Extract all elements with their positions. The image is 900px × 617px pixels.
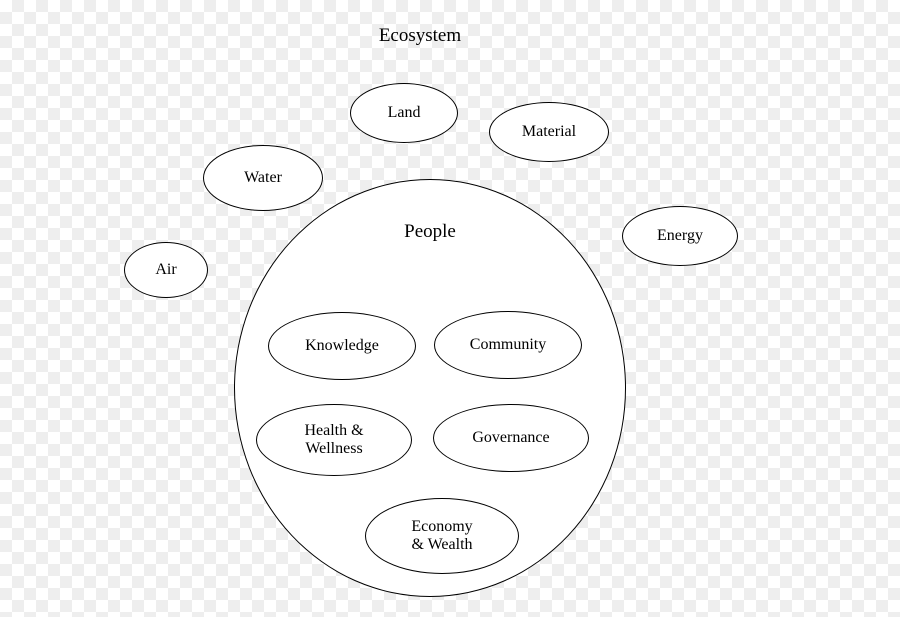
node-water: Water: [203, 145, 323, 211]
node-community: Community: [434, 311, 582, 379]
node-energy: Energy: [622, 206, 738, 266]
diagram-title: Ecosystem: [320, 25, 520, 47]
node-material: Material: [489, 102, 609, 162]
node-governance: Governance: [433, 404, 589, 472]
diagram-canvas: Ecosystem People Air Water Land Material…: [0, 0, 780, 617]
node-air: Air: [124, 242, 208, 298]
node-land: Land: [350, 83, 458, 143]
people-container-label: People: [330, 221, 530, 243]
node-knowledge: Knowledge: [268, 312, 416, 380]
node-health-wellness: Health &Wellness: [256, 404, 412, 476]
node-economy-wealth: Economy& Wealth: [365, 498, 519, 574]
